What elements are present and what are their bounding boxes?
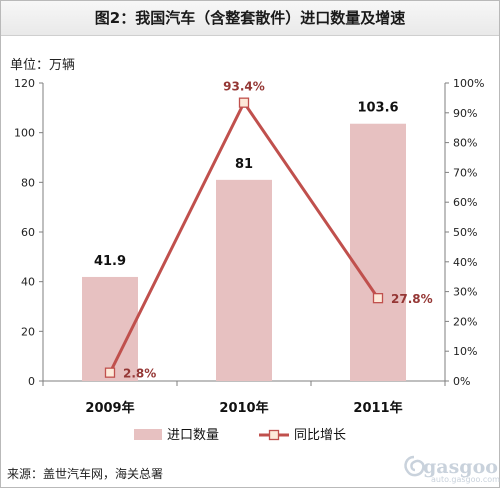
source-note: 来源：盖世汽车网，海关总署 xyxy=(7,467,164,481)
growth-data-label: 2.8% xyxy=(123,367,156,381)
bar-data-label: 103.6 xyxy=(357,101,398,116)
gasgoo-watermark-logo: gasgoo auto.gasgoo.com xyxy=(401,450,500,486)
left-axis-tick-label: 20 xyxy=(21,325,35,338)
right-axis-tick-label: 10% xyxy=(453,345,477,358)
right-axis-tick-label: 50% xyxy=(453,226,477,239)
bar-data-label: 41.9 xyxy=(94,254,126,269)
chart-title: 图2：我国汽车（含整套散件）进口数量及增速 xyxy=(1,1,499,36)
bar-data-label: 81 xyxy=(235,157,253,172)
right-axis-tick-label: 60% xyxy=(453,196,477,209)
watermark-subtext: auto.gasgoo.com xyxy=(431,475,500,484)
growth-marker xyxy=(238,97,250,108)
left-axis-tick-label: 60 xyxy=(21,226,35,239)
growth-marker xyxy=(104,367,116,378)
x-category-label: 2010年 xyxy=(219,400,268,416)
legend-bar-label: 进口数量 xyxy=(167,428,219,443)
right-axis-tick-label: 20% xyxy=(453,315,477,328)
growth-data-label: 93.4% xyxy=(223,80,265,94)
right-axis-tick-label: 90% xyxy=(453,107,477,120)
legend-line-marker xyxy=(268,429,280,441)
left-axis-tick-label: 120 xyxy=(14,77,35,90)
x-category-label: 2009年 xyxy=(85,400,134,416)
right-axis-tick-label: 70% xyxy=(453,166,477,179)
x-category-label: 2011年 xyxy=(353,400,402,416)
left-axis-tick-label: 40 xyxy=(21,276,35,289)
watermark-text: gasgoo xyxy=(423,456,498,478)
left-axis-tick-label: 100 xyxy=(14,127,35,140)
bar-2 xyxy=(216,179,272,381)
legend-line-label: 同比增长 xyxy=(294,428,346,443)
left-axis-tick-label: 80 xyxy=(21,176,35,189)
left-axis-tick-label: 0 xyxy=(28,375,35,388)
right-axis-tick-label: 40% xyxy=(453,256,477,269)
bar-1 xyxy=(82,276,138,381)
right-axis-tick-label: 80% xyxy=(453,137,477,150)
swirl-icon xyxy=(404,455,425,477)
unit-label: 单位：万辆 xyxy=(10,58,76,73)
growth-marker xyxy=(372,293,384,304)
right-axis-tick-label: 30% xyxy=(453,286,477,299)
right-axis-tick-label: 100% xyxy=(453,77,484,90)
growth-data-label: 27.8% xyxy=(391,292,433,306)
bar-3 xyxy=(350,123,406,381)
legend-bar-swatch xyxy=(134,429,162,440)
right-axis-tick-label: 0% xyxy=(453,375,470,388)
